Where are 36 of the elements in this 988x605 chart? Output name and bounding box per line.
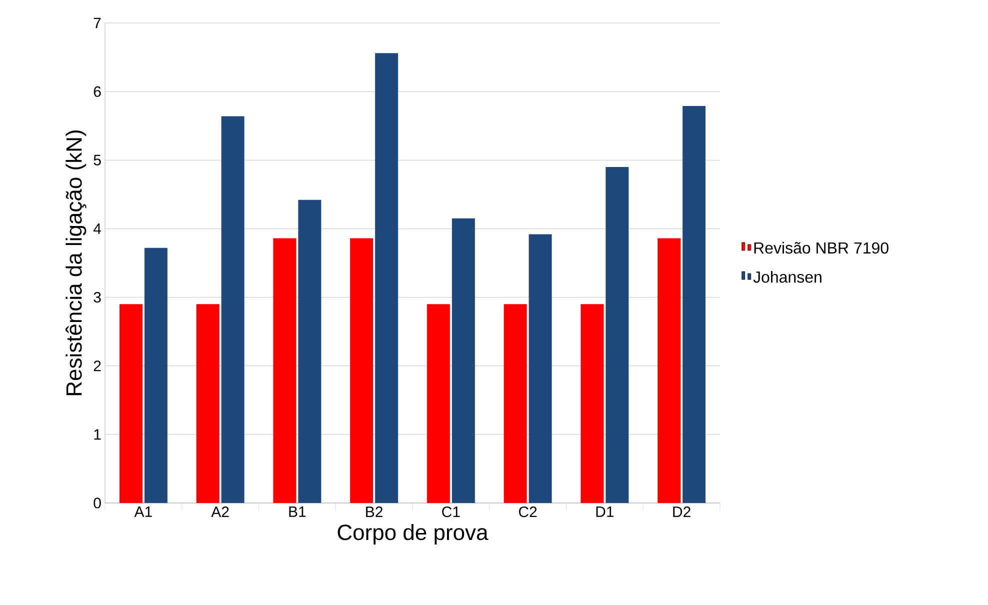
y-tick-label: 5 — [94, 154, 101, 166]
bar — [221, 116, 244, 503]
x-tick-label: B1 — [289, 506, 306, 517]
bar — [452, 218, 475, 503]
bar — [375, 53, 398, 503]
x-tick-label: C1 — [442, 506, 460, 518]
bar — [658, 238, 681, 503]
y-tick-label: 7 — [94, 18, 101, 28]
y-tick-label: 4 — [93, 224, 102, 234]
x-tick-label: A2 — [211, 506, 229, 517]
x-tick-label: C2 — [518, 506, 537, 518]
x-tick-label: B2 — [366, 506, 382, 517]
bar — [298, 200, 322, 503]
y-tick-label: 1 — [94, 429, 101, 440]
legend-label: Revisão NBR 7190 — [754, 242, 888, 254]
bar — [528, 234, 552, 503]
legend-label: Johansen — [753, 271, 822, 283]
x-tick-label: D1 — [596, 506, 614, 517]
x-axis-title: Corpo de prova — [338, 524, 488, 545]
x-tick-label: D2 — [673, 506, 690, 517]
bar — [144, 248, 168, 503]
y-axis-title: Resistência da ligação (kN) — [66, 130, 86, 396]
x-tick-label: A1 — [134, 506, 152, 517]
y-tick-label: 6 — [94, 86, 101, 97]
bar — [350, 238, 374, 503]
bar — [580, 304, 604, 503]
y-tick-label: 3 — [94, 292, 101, 303]
bar — [504, 304, 527, 503]
y-tick-label: 0 — [94, 498, 101, 508]
bar — [119, 304, 142, 503]
bar — [606, 167, 629, 503]
bar — [273, 238, 296, 503]
y-tick-label: 2 — [94, 360, 101, 372]
bar — [196, 304, 220, 503]
bar — [682, 106, 706, 503]
bar — [426, 304, 450, 503]
